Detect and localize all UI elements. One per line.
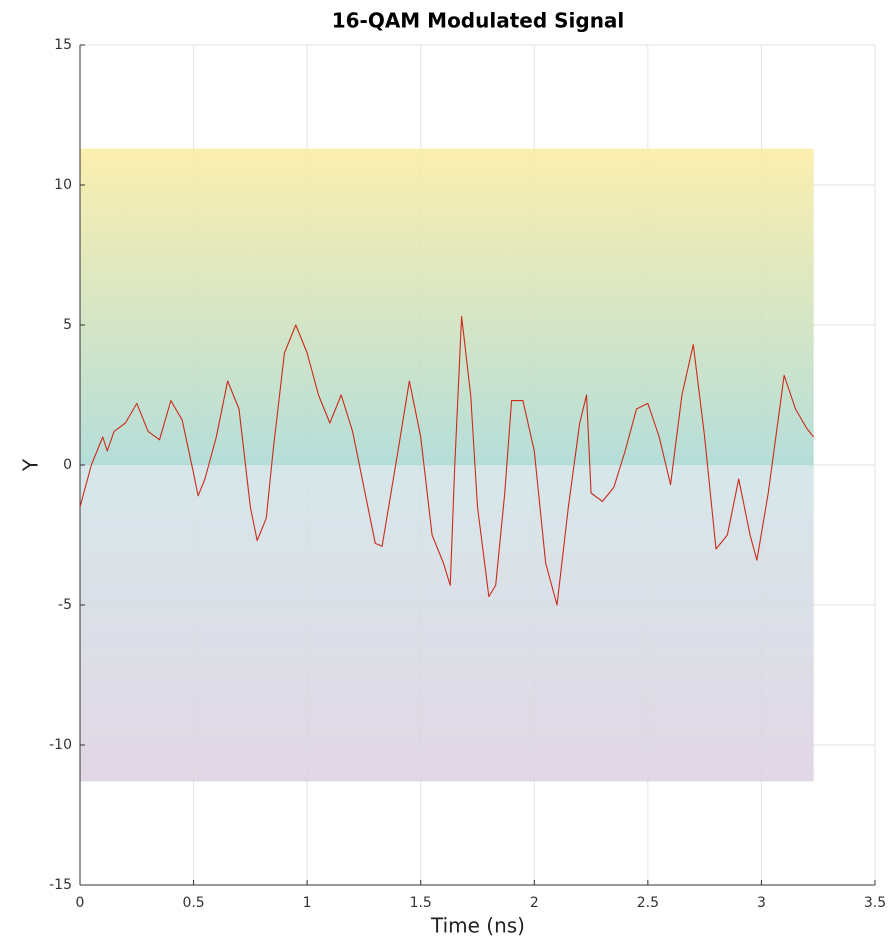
x-tick-label: 0 [76,895,85,911]
y-tick-label: 10 [54,177,72,193]
x-tick-label: 2.5 [637,895,659,911]
y-tick-label: 15 [54,37,72,53]
x-axis-label: Time (ns) [430,914,525,938]
x-tick-label: 1 [303,895,312,911]
chart-title: 16-QAM Modulated Signal [332,9,625,33]
x-tick-label: 0.5 [182,895,204,911]
x-tick-label: 1.5 [410,895,432,911]
y-tick-label: 0 [63,457,72,473]
y-tick-label: -10 [49,737,72,753]
x-tick-label: 3.5 [864,895,886,911]
band-lower [80,465,814,782]
y-tick-label: 5 [63,317,72,333]
band-upper [80,148,814,465]
y-tick-label: -5 [58,597,72,613]
y-tick-label: -15 [49,877,72,893]
y-axis-label: Y [19,458,43,472]
x-tick-label: 2 [530,895,539,911]
x-tick-label: 3 [757,895,766,911]
signal-line [79,316,815,606]
